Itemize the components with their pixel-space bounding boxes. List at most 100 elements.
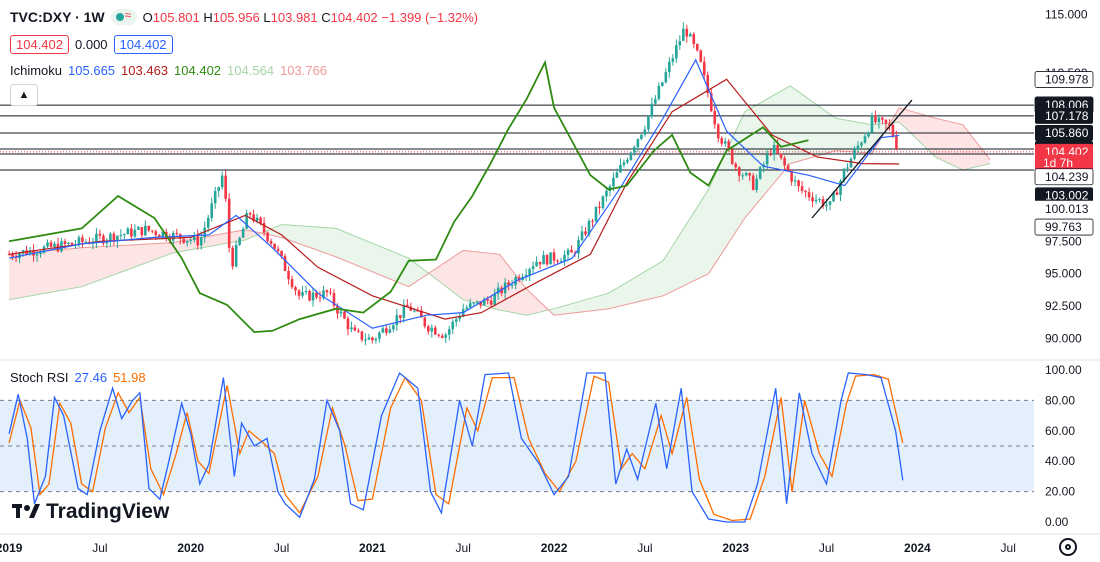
- candle-up: [657, 85, 661, 100]
- ichimoku-span-a-value: 104.564: [227, 63, 275, 78]
- candle-down: [692, 33, 696, 45]
- candle-down: [713, 111, 717, 125]
- candle-down: [695, 44, 699, 51]
- candle-up: [322, 290, 325, 299]
- candle-up: [144, 225, 147, 236]
- price-label-box: [1035, 124, 1093, 141]
- candle-up: [647, 116, 650, 130]
- candle-down: [426, 326, 430, 332]
- candle-up: [549, 252, 552, 265]
- candle-up: [758, 167, 762, 179]
- candle-up: [458, 316, 462, 320]
- candle-down: [734, 163, 738, 168]
- candle-down: [776, 144, 779, 154]
- stoch-rsi-legend[interactable]: Stoch RSI 27.46 51.98: [10, 370, 146, 385]
- candle-up: [392, 325, 395, 330]
- open-label: O: [142, 9, 153, 25]
- stoch-axis-tick: 0.00: [1045, 515, 1069, 529]
- candle-up: [849, 158, 853, 168]
- candle-down: [685, 28, 689, 37]
- candle-down: [343, 311, 346, 319]
- brand-name: TradingView: [46, 500, 170, 523]
- candle-down: [325, 290, 329, 293]
- candle-down: [196, 235, 200, 246]
- candle-up: [863, 136, 867, 143]
- time-axis-tick: 2020: [177, 541, 204, 555]
- candle-up: [723, 141, 727, 144]
- candle-down: [157, 235, 161, 237]
- candle-down: [779, 153, 783, 158]
- candle-up: [828, 201, 832, 205]
- ichimoku-kijun-value: 103.463: [121, 63, 169, 78]
- collapse-legend-button[interactable]: ▲: [10, 84, 38, 106]
- candle-down: [283, 256, 287, 271]
- market-status-icon[interactable]: [110, 8, 137, 25]
- tenkan-sen-line: [8, 58, 900, 329]
- time-axis-tick: Jul: [1001, 541, 1016, 555]
- candle-down: [800, 186, 804, 191]
- stoch-axis-tick: 20.00: [1045, 485, 1075, 499]
- candle-down: [486, 299, 489, 301]
- candle-down: [290, 279, 294, 288]
- ichimoku-legend[interactable]: Ichimoku 105.665 103.463 104.402 104.564…: [10, 63, 327, 78]
- candle-up: [524, 274, 528, 277]
- candle-up: [818, 199, 821, 201]
- high-label: H: [203, 9, 213, 25]
- candle-up: [119, 234, 123, 236]
- candle-down: [269, 241, 273, 244]
- tradingview-logo[interactable]: TradingView: [12, 500, 169, 524]
- candle-up: [465, 307, 469, 310]
- candle-down: [591, 220, 594, 222]
- candle-up: [367, 337, 371, 340]
- candle-down: [266, 232, 269, 242]
- candle-up: [587, 220, 591, 235]
- candle-down: [720, 138, 724, 144]
- candle-up: [528, 269, 531, 275]
- candle-down: [329, 292, 332, 294]
- candle-up: [192, 235, 196, 241]
- candle-up: [161, 231, 165, 237]
- candle-down: [7, 254, 11, 256]
- symbol-title[interactable]: TVC:DXY · 1W: [10, 9, 105, 25]
- candle-down: [874, 115, 877, 123]
- candle-up: [856, 145, 860, 150]
- candle-up: [447, 329, 451, 335]
- candle-up: [842, 168, 846, 181]
- candle-up: [668, 61, 671, 73]
- candle-up: [661, 82, 664, 86]
- candle-down: [479, 301, 482, 306]
- candle-up: [126, 228, 130, 235]
- settings-gear-icon[interactable]: [1059, 538, 1077, 556]
- buy-price-box[interactable]: 104.402: [113, 35, 173, 54]
- candle-up: [35, 254, 39, 256]
- candle-up: [744, 173, 748, 176]
- candle-down: [489, 300, 493, 305]
- candle-up: [311, 292, 315, 301]
- candle-down: [727, 141, 731, 150]
- candle-down: [315, 292, 318, 298]
- price-label: 105.860: [1045, 126, 1089, 140]
- price-label-box: [1034, 71, 1094, 88]
- sell-price-box[interactable]: 104.402: [10, 35, 69, 54]
- candle-up: [451, 321, 455, 330]
- candle-up: [793, 180, 797, 182]
- candle-up: [510, 284, 514, 286]
- candle-up: [860, 142, 863, 146]
- candle-up: [381, 328, 385, 333]
- candle-down: [584, 231, 587, 235]
- tradingview-logo-icon: [12, 504, 40, 518]
- cloud-bearish: [9, 229, 264, 300]
- candle-down: [360, 331, 364, 340]
- candle-up: [53, 243, 56, 247]
- symbol-legend: TVC:DXY · 1W O105.801 H105.956 L103.981 …: [10, 8, 478, 25]
- candle-down: [751, 175, 755, 190]
- candle-up: [350, 327, 353, 330]
- candle-up: [877, 117, 881, 123]
- low-label: L: [263, 9, 271, 25]
- candle-up: [454, 319, 458, 322]
- price-label-box: [1035, 200, 1093, 217]
- candle-down: [252, 214, 255, 221]
- candle-up: [234, 244, 238, 267]
- candle-down: [416, 310, 420, 312]
